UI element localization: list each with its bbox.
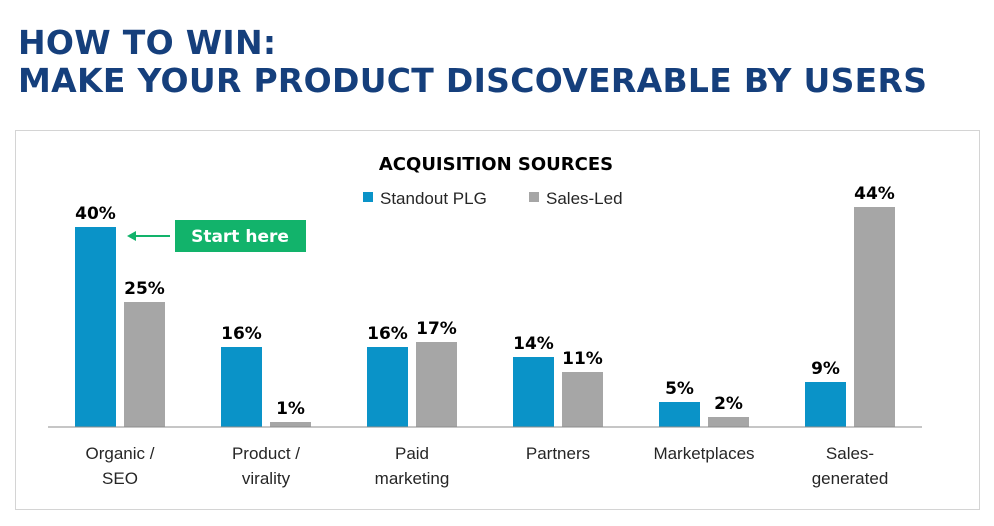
bar-group: 40% 25% 16% 1% 16% 17% 14% 11% 5% 2% 9% 44% [75, 184, 895, 427]
category-label-0-0: Organic / [86, 444, 155, 463]
value-label-0-1: 25% [124, 279, 165, 299]
bar-0-1 [124, 302, 165, 427]
value-label-3-0: 14% [513, 334, 554, 354]
category-label-5-0: Sales- [826, 444, 874, 463]
value-label-3-1: 11% [562, 349, 603, 369]
category-label-1-0: Product / [232, 444, 300, 463]
bar-4-0 [659, 402, 700, 427]
category-label-4-0: Marketplaces [653, 444, 754, 463]
x-axis-labels: Organic / SEO Product / virality Paid marketi… [86, 444, 889, 488]
category-label-1-1: virality [242, 469, 291, 488]
value-label-2-1: 17% [416, 319, 457, 339]
bar-1-1 [270, 422, 311, 427]
value-label-0-0: 40% [75, 204, 116, 224]
headline-line-2: MAKE YOUR PRODUCT DISCOVERABLE BY USERS [18, 61, 928, 100]
callout-label: Start here [191, 227, 289, 247]
value-label-2-0: 16% [367, 324, 408, 344]
bar-3-0 [513, 357, 554, 427]
bar-5-1 [854, 207, 895, 427]
bar-4-1 [708, 417, 749, 427]
value-label-4-1: 2% [714, 394, 743, 414]
chart-title: ACQUISITION SOURCES [379, 154, 613, 175]
value-label-5-0: 9% [811, 359, 840, 379]
bar-2-0 [367, 347, 408, 427]
callout-box [175, 220, 306, 252]
value-label-1-1: 1% [276, 399, 305, 419]
bar-3-1 [562, 372, 603, 427]
bar-1-0 [221, 347, 262, 427]
value-label-1-0: 16% [221, 324, 262, 344]
bar-0-0 [75, 227, 116, 427]
page-headline: HOW TO WIN: MAKE YOUR PRODUCT DISCOVERAB… [18, 24, 927, 100]
legend-label-1: Sales-Led [546, 189, 623, 208]
bar-5-0 [805, 382, 846, 427]
category-label-0-1: SEO [102, 469, 138, 488]
value-label-5-1: 44% [854, 184, 895, 204]
legend-label-0: Standout PLG [380, 189, 487, 208]
legend-swatch-0 [363, 192, 373, 202]
legend-swatch-1 [529, 192, 539, 202]
value-label-4-0: 5% [665, 379, 694, 399]
category-label-2-0: Paid [395, 444, 429, 463]
category-label-3-0: Partners [526, 444, 590, 463]
bar-2-1 [416, 342, 457, 427]
category-label-2-1: marketing [375, 469, 450, 488]
category-label-5-1: generated [812, 469, 889, 488]
chart-frame [15, 130, 980, 510]
arrow-head-icon [127, 231, 136, 241]
start-here-callout: Start here [127, 220, 306, 252]
chart-legend: Standout PLG Sales-Led [363, 189, 623, 208]
headline-line-1: HOW TO WIN: [18, 23, 277, 62]
